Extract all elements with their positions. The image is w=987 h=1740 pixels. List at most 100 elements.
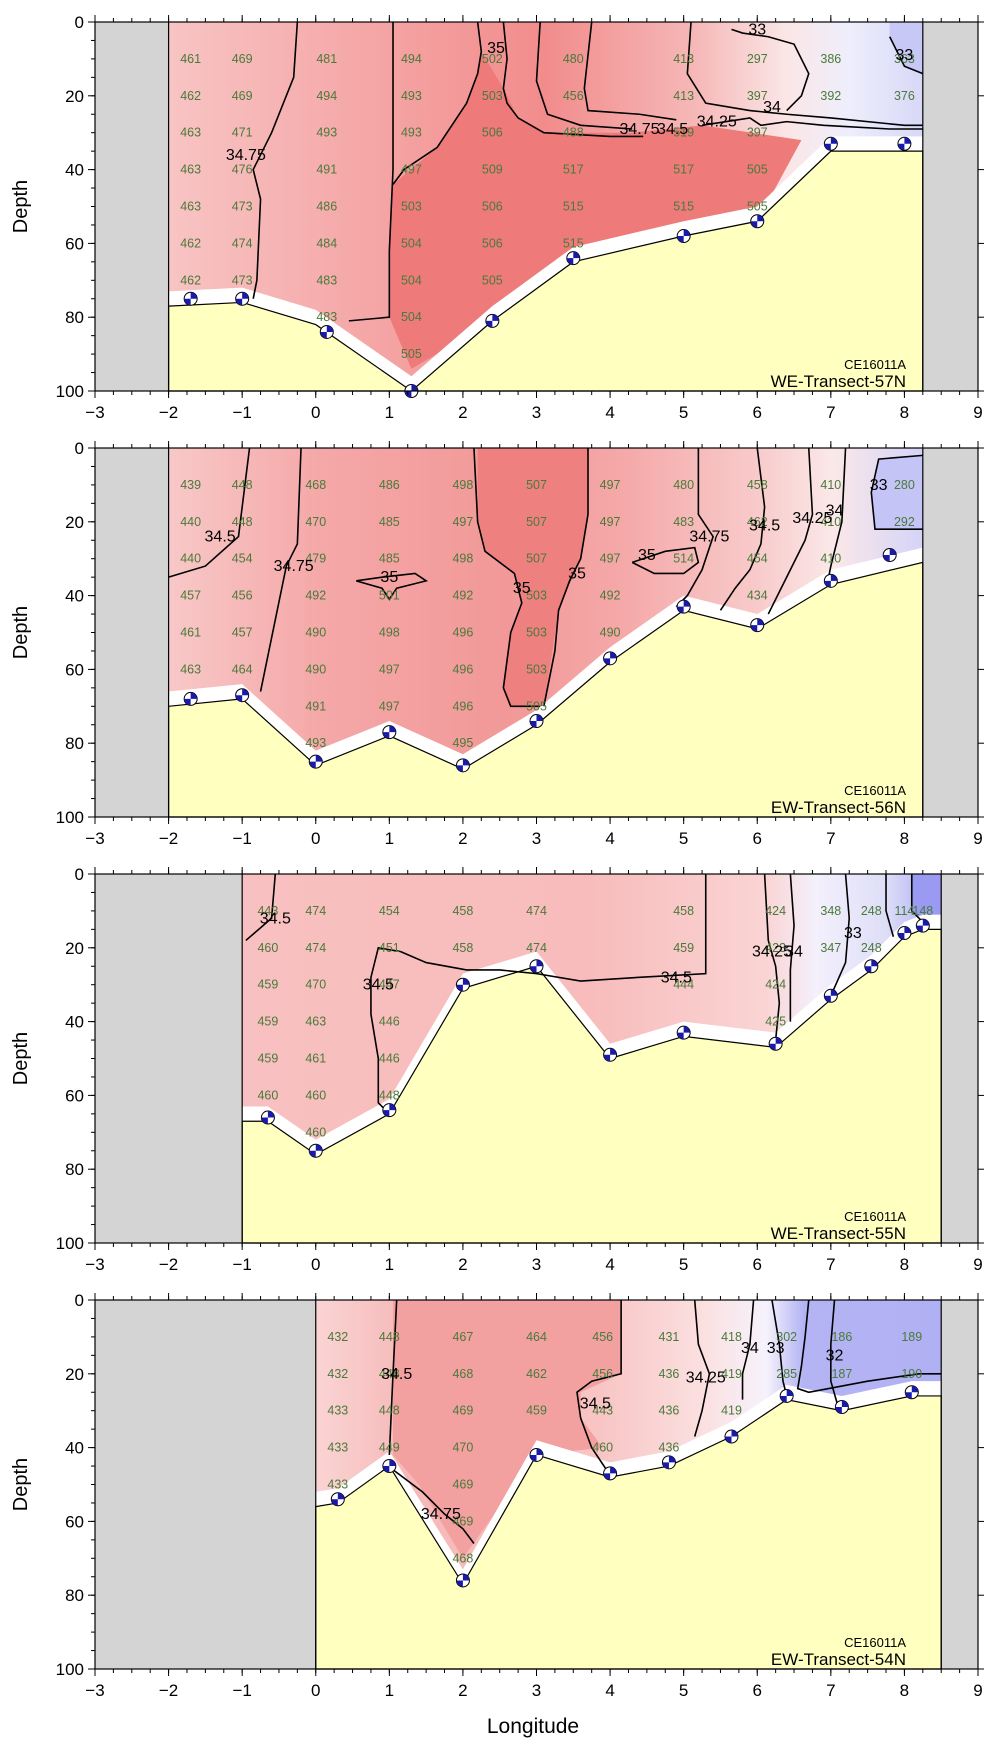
transect-title: EW-Transect-54N bbox=[771, 1650, 906, 1669]
sample-value: 476 bbox=[232, 163, 253, 177]
sample-value: 448 bbox=[232, 478, 253, 492]
sample-value: 507 bbox=[526, 478, 547, 492]
sample-value: 443 bbox=[592, 1404, 613, 1418]
sample-value: 493 bbox=[305, 736, 326, 750]
contour-label: 34 bbox=[741, 1340, 759, 1357]
contour-line bbox=[502, 21, 644, 138]
sample-value: 491 bbox=[316, 163, 337, 177]
x-tick-label: −3 bbox=[85, 1681, 104, 1700]
sample-value: 503 bbox=[482, 89, 503, 103]
x-tick-label: 3 bbox=[532, 829, 541, 848]
sample-value: 443 bbox=[257, 904, 278, 918]
sample-value: 496 bbox=[452, 662, 473, 676]
station-marker bbox=[566, 251, 581, 266]
y-tick-label: 40 bbox=[65, 587, 84, 606]
sample-value: 492 bbox=[452, 589, 473, 603]
station-marker bbox=[897, 136, 912, 151]
sample-value: 462 bbox=[180, 273, 201, 287]
station-marker bbox=[779, 1388, 794, 1403]
sample-value: 458 bbox=[452, 904, 473, 918]
sample-value: 483 bbox=[316, 310, 337, 324]
sample-value: 497 bbox=[379, 662, 400, 676]
sample-value: 436 bbox=[659, 1367, 680, 1381]
x-tick-label: 0 bbox=[311, 1681, 320, 1700]
y-tick-label: 0 bbox=[75, 439, 84, 458]
sample-value: 470 bbox=[452, 1441, 473, 1455]
y-axis-title: Depth bbox=[10, 180, 32, 233]
contour-label: 34.5 bbox=[580, 1395, 611, 1412]
y-axis-title: Depth bbox=[10, 606, 32, 659]
contour-line bbox=[796, 1299, 942, 1394]
y-tick-label: 20 bbox=[65, 1365, 84, 1384]
station-marker bbox=[308, 754, 323, 769]
contour-line bbox=[888, 36, 924, 75]
contour-line bbox=[771, 1299, 788, 1397]
sample-value: 248 bbox=[861, 941, 882, 955]
x-tick-label: 6 bbox=[753, 1255, 762, 1274]
sample-value: 363 bbox=[894, 52, 915, 66]
sample-value: 423 bbox=[765, 941, 786, 955]
sample-value: 473 bbox=[232, 273, 253, 287]
sample-value: 501 bbox=[379, 589, 400, 603]
contour-label: 35 bbox=[568, 565, 586, 582]
x-tick-label: 6 bbox=[753, 403, 762, 422]
sample-value: 471 bbox=[232, 126, 253, 140]
x-tick-label: 5 bbox=[679, 1255, 688, 1274]
sample-value: 469 bbox=[452, 1478, 473, 1492]
x-tick-label: −2 bbox=[159, 829, 178, 848]
sample-value: 503 bbox=[526, 589, 547, 603]
contour-line bbox=[767, 447, 814, 615]
land-right bbox=[922, 448, 978, 817]
station-marker bbox=[235, 688, 250, 703]
station-marker bbox=[834, 1400, 849, 1415]
cruise-label: CE16011A bbox=[844, 783, 906, 798]
sample-value: 454 bbox=[747, 552, 768, 566]
contour-label: 34 bbox=[785, 943, 803, 960]
station-marker bbox=[676, 599, 691, 614]
x-tick-label: 2 bbox=[458, 1681, 467, 1700]
contour-label: 34 bbox=[763, 99, 781, 116]
contour-label: 34.5 bbox=[205, 529, 236, 546]
y-tick-label: 100 bbox=[56, 1660, 84, 1679]
contour-label: 34.5 bbox=[749, 517, 780, 534]
sample-value: 498 bbox=[379, 626, 400, 640]
station-marker bbox=[382, 1459, 397, 1474]
station-marker bbox=[915, 918, 930, 933]
sample-value: 505 bbox=[482, 273, 503, 287]
sample-value: 456 bbox=[232, 589, 253, 603]
sample-value: 493 bbox=[316, 126, 337, 140]
station-marker bbox=[897, 926, 912, 941]
y-tick-label: 80 bbox=[65, 1586, 84, 1605]
contour-label: 34.5 bbox=[260, 910, 291, 927]
station-marker bbox=[724, 1429, 739, 1444]
sample-value: 410 bbox=[820, 515, 841, 529]
x-tick-label: 0 bbox=[311, 403, 320, 422]
sample-value: 456 bbox=[592, 1367, 613, 1381]
sample-value: 498 bbox=[452, 552, 473, 566]
x-tick-label: 6 bbox=[753, 829, 762, 848]
x-tick-label: 6 bbox=[753, 1681, 762, 1700]
sample-value: 474 bbox=[305, 941, 326, 955]
sample-value: 456 bbox=[563, 89, 584, 103]
sample-value: 507 bbox=[526, 515, 547, 529]
contour-label: 35 bbox=[487, 40, 505, 57]
core-region bbox=[393, 1300, 622, 1559]
sample-value: 505 bbox=[747, 200, 768, 214]
station-marker bbox=[319, 324, 334, 339]
x-tick-label: 4 bbox=[605, 1255, 614, 1274]
x-tick-label: 9 bbox=[973, 829, 982, 848]
contour-label: 34.25 bbox=[792, 510, 832, 527]
sample-value: 483 bbox=[673, 515, 694, 529]
sample-value: 474 bbox=[526, 941, 547, 955]
sample-value: 470 bbox=[305, 515, 326, 529]
sample-value: 461 bbox=[180, 52, 201, 66]
sample-value: 448 bbox=[379, 1088, 400, 1102]
sample-value: 463 bbox=[180, 163, 201, 177]
sample-value: 517 bbox=[673, 163, 694, 177]
sample-value: 497 bbox=[379, 699, 400, 713]
y-tick-label: 0 bbox=[75, 13, 84, 32]
sample-value: 506 bbox=[482, 200, 503, 214]
x-tick-label: −1 bbox=[232, 1255, 251, 1274]
x-tick-label: −1 bbox=[232, 403, 251, 422]
core-region bbox=[389, 51, 802, 369]
